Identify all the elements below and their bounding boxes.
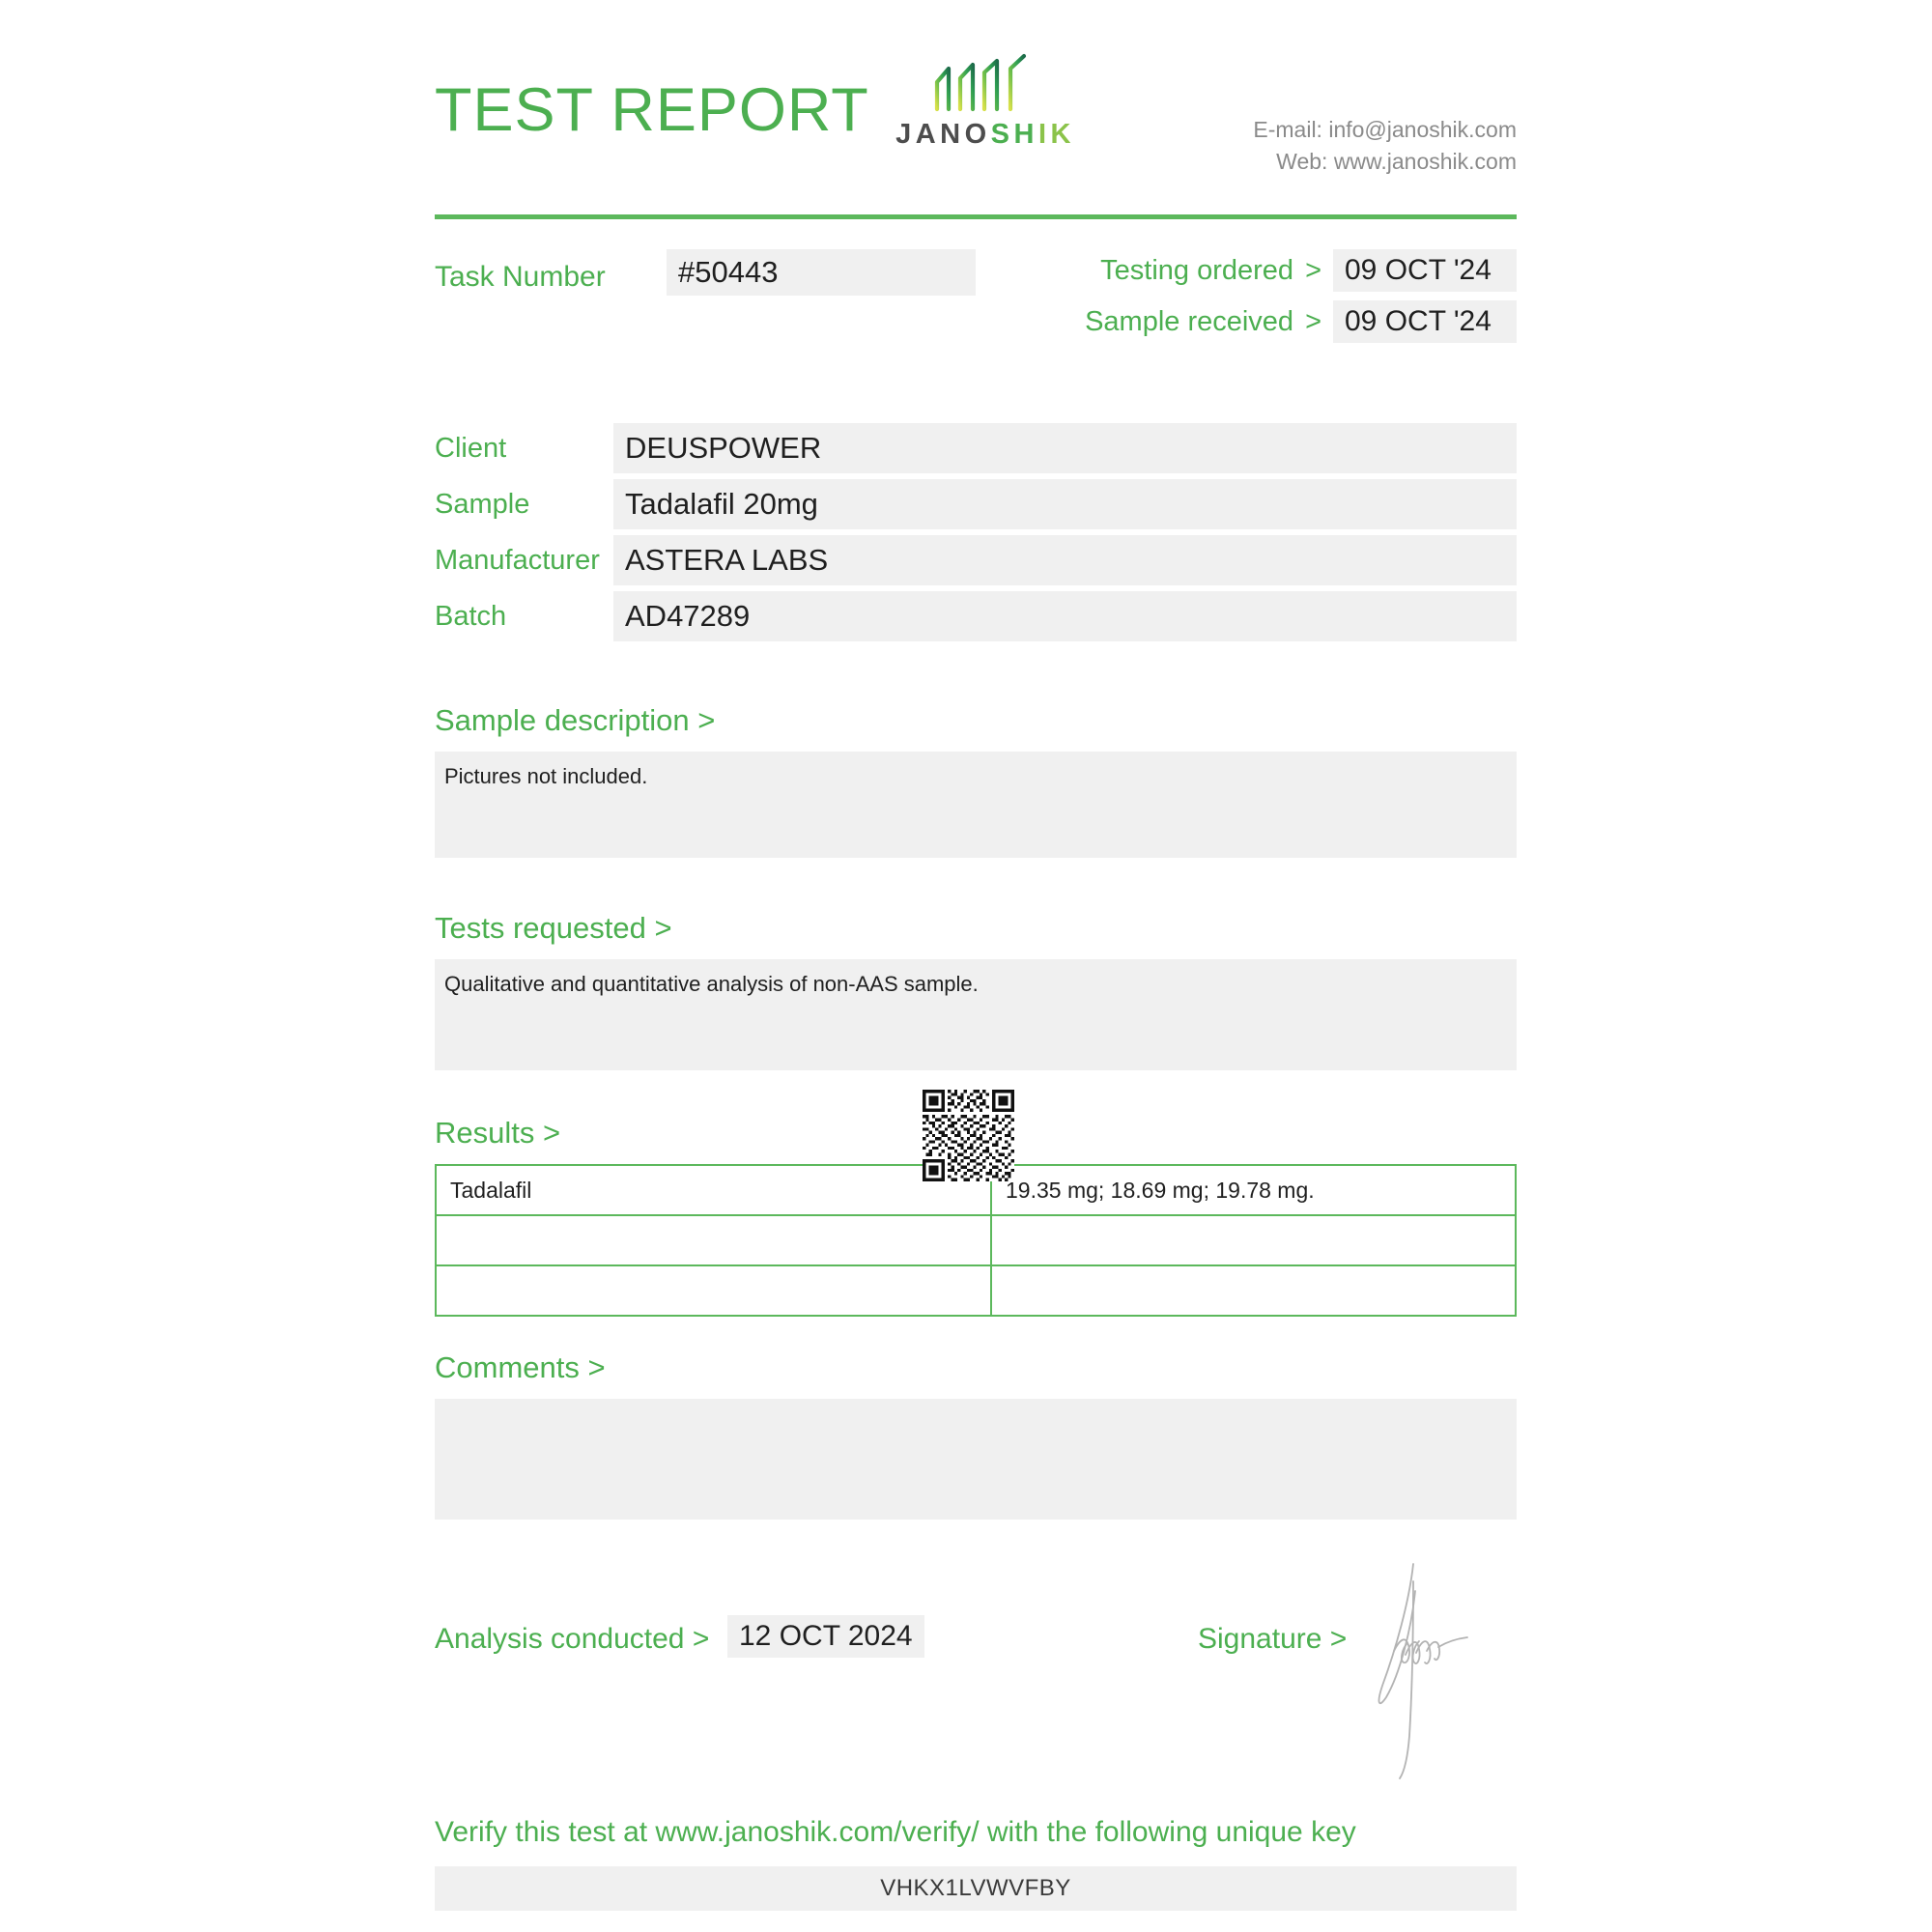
testing-ordered-value: 09 OCT '24 (1333, 249, 1517, 292)
sample-received-value: 09 OCT '24 (1333, 300, 1517, 343)
result-value: 19.35 mg; 18.69 mg; 19.78 mg. (990, 1164, 1517, 1216)
header-divider (435, 214, 1517, 219)
date-rows: Testing ordered > 09 OCT '24 Sample rece… (1085, 249, 1517, 352)
result-value (990, 1214, 1517, 1266)
chevron-icon: > (1305, 305, 1321, 337)
verify-instructions: Verify this test at www.janoshik.com/ver… (435, 1816, 1356, 1848)
client-label: Client (435, 433, 507, 464)
table-row: Tadalafil 19.35 mg; 18.69 mg; 19.78 mg. (435, 1164, 1517, 1216)
comments-body (435, 1399, 1517, 1520)
result-name (435, 1214, 992, 1266)
sample-received-label: Sample received (1085, 305, 1294, 337)
logo-word-part3: IK (1037, 119, 1075, 150)
result-name (435, 1264, 992, 1317)
info-row-batch: Batch AD47289 (435, 591, 1517, 646)
verify-unique-key: VHKX1LVWVFBY (435, 1866, 1517, 1911)
testing-ordered-row: Testing ordered > 09 OCT '24 (1085, 249, 1517, 292)
result-name: Tadalafil (435, 1164, 992, 1216)
meta-row: Task Number #50443 Testing ordered > 09 … (435, 249, 1517, 355)
contact-web: Web: www.janoshik.com (1276, 149, 1517, 175)
sample-description-title: Sample description > (435, 703, 716, 737)
table-row (435, 1264, 1517, 1317)
logo-wordmark: JANOSHIK (884, 119, 1087, 151)
client-value: DEUSPOWER (613, 423, 1517, 473)
info-row-sample: Sample Tadalafil 20mg (435, 479, 1517, 534)
contact-email: E-mail: info@janoshik.com (1253, 117, 1517, 142)
sample-description-body: Pictures not included. (435, 752, 1517, 858)
handwritten-signature-icon (1357, 1562, 1502, 1784)
janoshik-logo: JANOSHIK (884, 53, 1087, 151)
table-row (435, 1214, 1517, 1266)
info-fields: Client DEUSPOWER Sample Tadalafil 20mg M… (435, 423, 1517, 647)
batch-value: AD47289 (613, 591, 1517, 641)
signature-label: Signature > (1198, 1623, 1348, 1655)
contact-info: E-mail: info@janoshik.com Web: www.janos… (1253, 114, 1517, 179)
info-row-client: Client DEUSPOWER (435, 423, 1517, 478)
report-header: TEST REPORT (435, 0, 1517, 174)
bar-chart-logo-icon (884, 53, 1087, 113)
verify-section: Verify this test at www.janoshik.com/ver… (435, 1816, 1517, 1911)
results-table: Tadalafil 19.35 mg; 18.69 mg; 19.78 mg. (435, 1164, 1517, 1317)
sample-received-row: Sample received > 09 OCT '24 (1085, 300, 1517, 343)
task-number-label: Task Number (435, 261, 606, 293)
manufacturer-value: ASTERA LABS (613, 535, 1517, 585)
comments-title: Comments > (435, 1350, 606, 1384)
results-section: Results > (435, 1090, 1517, 1317)
manufacturer-label: Manufacturer (435, 545, 600, 576)
logo-word-part1: JANO (895, 119, 991, 150)
chevron-icon: > (1305, 254, 1321, 286)
batch-label: Batch (435, 601, 507, 632)
footer-meta: Analysis conducted > 12 OCT 2024 Signatu… (435, 1563, 1517, 1779)
sample-label: Sample (435, 489, 530, 520)
task-number-value: #50443 (667, 249, 976, 296)
logo-word-part2: SH (990, 119, 1038, 150)
report-sheet: TEST REPORT (435, 0, 1517, 1932)
tests-requested-title: Tests requested > (435, 911, 672, 945)
result-value (990, 1264, 1517, 1317)
tests-requested-section: Tests requested > Qualitative and quanti… (435, 911, 1517, 1070)
sample-description-section: Sample description > Pictures not includ… (435, 703, 1517, 858)
results-title: Results > (435, 1116, 561, 1150)
analysis-conducted-value: 12 OCT 2024 (727, 1615, 924, 1658)
testing-ordered-label: Testing ordered (1100, 254, 1294, 286)
comments-section: Comments > (435, 1350, 1517, 1520)
qr-code-icon (923, 1090, 1014, 1181)
analysis-conducted-label: Analysis conducted > (435, 1623, 710, 1655)
page-title: TEST REPORT (435, 76, 869, 144)
info-row-manufacturer: Manufacturer ASTERA LABS (435, 535, 1517, 590)
tests-requested-body: Qualitative and quantitative analysis of… (435, 959, 1517, 1070)
sample-value: Tadalafil 20mg (613, 479, 1517, 529)
